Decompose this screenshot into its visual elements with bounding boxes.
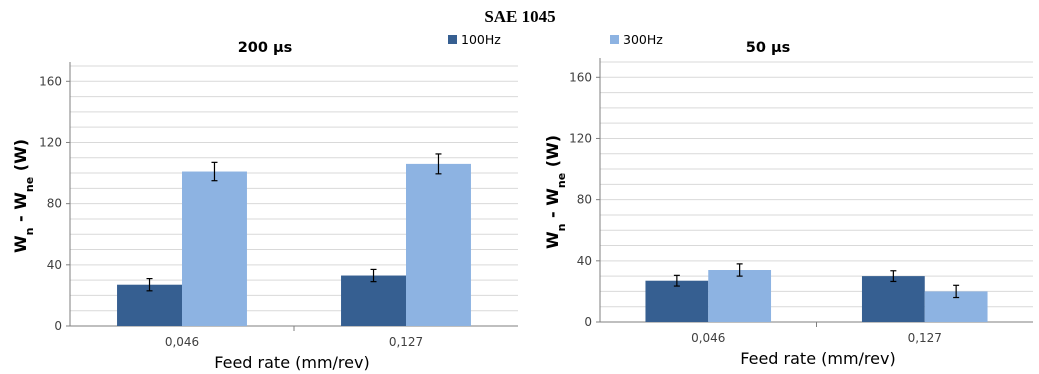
legend-label-300hz: 300Hz [623, 32, 663, 47]
x-tick-label: 0,046 [165, 335, 199, 349]
legend-swatch-300hz [610, 35, 619, 44]
y-tick-label: 0 [54, 319, 62, 333]
legend-swatch-100hz [448, 35, 457, 44]
y-axis-label: Wn - Wne (W) [543, 135, 568, 249]
x-axis-label: Feed rate (mm/rev) [214, 353, 369, 372]
bar-100hz [117, 284, 182, 326]
chart-title: 50 μs [746, 40, 791, 56]
bar-100hz [645, 280, 709, 322]
chart-200us: 200 μs 0 40 80 120 160 0,046 0,127 Feed rate … [11, 40, 518, 372]
chart-50us: 50 μs 0 40 80 120 160 0,046 0,127 Feed rate (… [543, 40, 1033, 368]
y-tick-label: 40 [577, 254, 592, 268]
y-tick-label: 0 [584, 315, 592, 329]
y-tick-label: 80 [47, 197, 62, 211]
legend-label-100hz: 100Hz [461, 32, 501, 47]
y-tick-label: 160 [569, 70, 592, 84]
y-tick-label: 40 [47, 258, 62, 272]
y-tick-label: 80 [577, 193, 592, 207]
x-tick-label: 0,046 [691, 331, 725, 345]
bar-100hz [861, 276, 925, 322]
x-axis-label: Feed rate (mm/rev) [740, 349, 895, 368]
bar-300hz [406, 163, 471, 326]
y-tick-label: 120 [39, 135, 62, 149]
chart-title: 200 μs [238, 40, 293, 56]
y-axis-label: Wn - Wne (W) [11, 139, 36, 253]
figure-title: SAE 1045 [484, 7, 555, 26]
bar-300hz [708, 270, 772, 322]
y-tick-label: 120 [569, 131, 592, 145]
x-tick-label: 0,127 [908, 331, 942, 345]
legend: 100Hz 300Hz [448, 32, 663, 47]
bar-100hz [341, 275, 406, 326]
y-tick-label: 160 [39, 74, 62, 88]
bar-300hz [182, 171, 247, 326]
x-tick-label: 0,127 [389, 335, 423, 349]
